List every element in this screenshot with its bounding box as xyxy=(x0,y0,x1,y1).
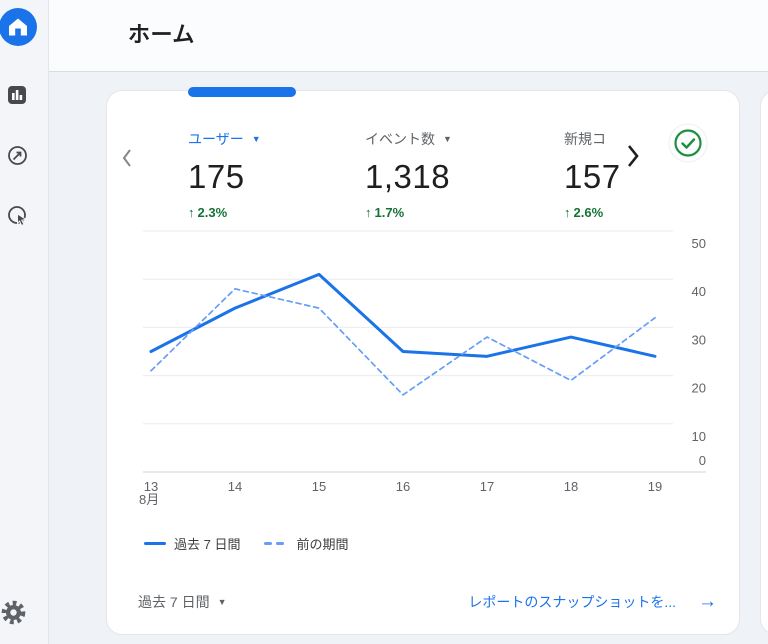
left-nav-rail xyxy=(0,0,49,644)
metric-delta: ↑ 1.7% xyxy=(365,205,405,220)
date-range-dropdown[interactable]: 過去 7 日間 ▼ xyxy=(138,594,227,610)
svg-text:19: 19 xyxy=(648,479,662,494)
up-arrow-icon: ↑ xyxy=(564,205,571,220)
up-arrow-icon: ↑ xyxy=(188,205,195,220)
home-nav-button[interactable] xyxy=(0,8,37,51)
report-snapshot-link[interactable]: レポートのスナップショットを... → xyxy=(468,591,717,612)
metric-value: 1,318 xyxy=(365,158,451,195)
settings-button[interactable] xyxy=(0,599,27,631)
chart-legend: 過去 7 日間 前の期間 xyxy=(144,534,348,553)
bar-chart-icon xyxy=(8,86,26,104)
explore-icon xyxy=(8,146,27,165)
metric-selector: イベント数 ▼ xyxy=(365,131,452,147)
solid-line-swatch xyxy=(144,542,166,545)
up-arrow-icon: ↑ xyxy=(365,205,372,220)
svg-text:0: 0 xyxy=(699,453,706,468)
metric-value: 157 xyxy=(564,158,621,195)
advertising-nav-button[interactable] xyxy=(7,205,28,231)
svg-text:13: 13 xyxy=(144,479,158,494)
svg-text:20: 20 xyxy=(692,381,706,396)
right-arrow-icon: → xyxy=(698,591,717,612)
next-card-partial xyxy=(760,90,768,635)
caret-down-icon: ▼ xyxy=(217,597,227,607)
metric-column-users[interactable]: ユーザー ▼ 175 ↑ 2.3% xyxy=(188,129,358,220)
check-circle-icon xyxy=(668,123,708,163)
scroll-metrics-right-button[interactable] xyxy=(626,143,640,174)
svg-text:14: 14 xyxy=(228,479,242,494)
active-tab-indicator xyxy=(188,87,296,97)
gear-icon xyxy=(1,600,26,625)
svg-text:8月: 8月 xyxy=(139,492,159,507)
svg-text:18: 18 xyxy=(564,479,578,494)
dashed-line-swatch xyxy=(264,542,288,545)
caret-down-icon: ▼ xyxy=(251,134,261,144)
svg-text:50: 50 xyxy=(692,236,706,251)
explore-nav-button[interactable] xyxy=(7,145,28,171)
svg-text:10: 10 xyxy=(692,429,706,444)
reports-nav-button[interactable] xyxy=(7,85,27,110)
advertising-icon xyxy=(8,206,28,226)
caret-down-icon: ▼ xyxy=(443,134,452,144)
metric-column-new-users[interactable]: 新規コ 157 ↑ 2.6% xyxy=(564,129,674,220)
metric-delta: ↑ 2.3% xyxy=(188,205,228,220)
svg-text:15: 15 xyxy=(312,479,326,494)
svg-text:16: 16 xyxy=(396,479,410,494)
metric-selector: ユーザー ▼ xyxy=(188,131,261,147)
metric-delta: ↑ 2.6% xyxy=(564,205,604,220)
metric-value: 175 xyxy=(188,158,245,195)
svg-text:30: 30 xyxy=(692,332,706,347)
card-footer: 過去 7 日間 ▼ レポートのスナップショットを... → xyxy=(107,585,739,619)
page-title: ホーム xyxy=(128,22,195,47)
home-icon xyxy=(0,8,37,46)
status-badge xyxy=(668,123,708,163)
legend-label-previous: 前の期間 xyxy=(296,537,349,552)
metric-selector: 新規コ xyxy=(564,131,606,147)
scroll-metrics-left-button[interactable] xyxy=(121,147,133,174)
page-header: ホーム xyxy=(49,0,768,72)
metric-column-events[interactable]: イベント数 ▼ 1,318 ↑ 1.7% xyxy=(365,129,535,220)
chevron-left-icon xyxy=(122,149,131,167)
svg-text:17: 17 xyxy=(480,479,494,494)
legend-label-current: 過去 7 日間 xyxy=(174,537,241,552)
svg-text:40: 40 xyxy=(692,284,706,299)
trend-chart[interactable]: 0 10 20 30 40 50 13 14 15 16 17 18 19 8月 xyxy=(107,221,741,513)
chevron-right-icon xyxy=(627,145,639,167)
overview-card: ユーザー ▼ 175 ↑ 2.3% イベント数 ▼ 1,318 ↑ 1.7% 新規コ 1… xyxy=(106,87,741,635)
